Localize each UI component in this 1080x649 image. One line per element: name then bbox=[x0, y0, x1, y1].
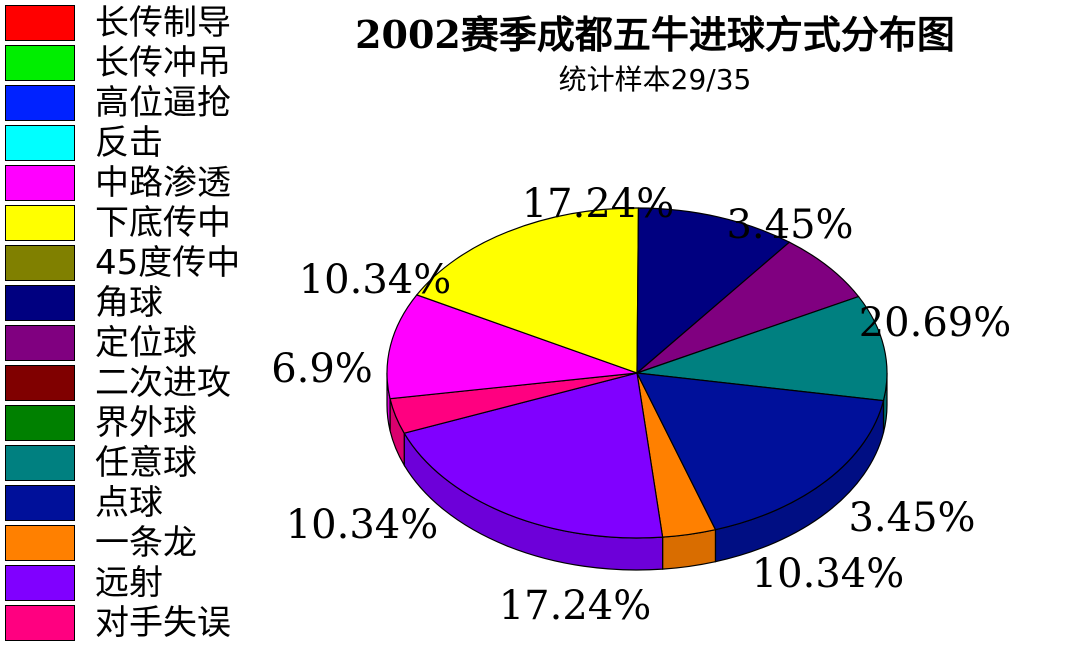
slice-label: 10.34% bbox=[286, 502, 439, 548]
legend-swatch bbox=[5, 45, 75, 81]
legend-label: 点球 bbox=[95, 483, 163, 523]
pie-slice bbox=[415, 207, 640, 374]
legend-label: 二次进攻 bbox=[95, 363, 231, 403]
slice-label: 17.24% bbox=[499, 583, 652, 629]
legend-label: 界外球 bbox=[95, 403, 197, 443]
legend-item: 反击 bbox=[5, 123, 265, 163]
legend-swatch bbox=[5, 245, 75, 281]
legend-item: 远射 bbox=[5, 563, 265, 603]
legend-label: 反击 bbox=[95, 123, 163, 163]
legend-label: 45度传中 bbox=[95, 243, 241, 283]
pie-slice bbox=[636, 295, 888, 402]
pie-slice bbox=[636, 241, 860, 374]
slice-label: 10.34% bbox=[299, 257, 452, 303]
legend-item: 任意球 bbox=[5, 443, 265, 483]
slice-label: 17.24% bbox=[522, 181, 675, 227]
legend-label: 中路渗透 bbox=[95, 163, 231, 203]
legend-swatch bbox=[5, 5, 75, 41]
legend-item: 中路渗透 bbox=[5, 163, 265, 203]
slice-label: 3.45% bbox=[848, 495, 975, 541]
legend-item: 点球 bbox=[5, 483, 265, 523]
legend-swatch bbox=[5, 85, 75, 121]
legend-label: 长传制导 bbox=[95, 3, 231, 43]
legend-item: 45度传中 bbox=[5, 243, 265, 283]
pie-slice bbox=[635, 372, 885, 531]
legend-swatch bbox=[5, 565, 75, 601]
legend-label: 任意球 bbox=[95, 443, 197, 483]
legend-item: 对手失误 bbox=[5, 603, 265, 643]
legend-swatch bbox=[5, 405, 75, 441]
legend-swatch bbox=[5, 605, 75, 641]
slice-label: 3.45% bbox=[726, 202, 853, 248]
chart-title: 2002赛季成都五牛进球方式分布图 bbox=[355, 12, 955, 57]
legend-swatch bbox=[5, 445, 75, 481]
legend-swatch bbox=[5, 285, 75, 321]
pie-slice bbox=[386, 294, 638, 400]
legend-label: 长传冲吊 bbox=[95, 43, 231, 83]
legend-swatch bbox=[5, 485, 75, 521]
legend-swatch bbox=[5, 325, 75, 361]
chart-subtitle: 统计样本29/35 bbox=[558, 63, 752, 96]
legend-swatch bbox=[5, 205, 75, 241]
slice-label: 20.69% bbox=[859, 300, 1012, 346]
legend-item: 下底传中 bbox=[5, 203, 265, 243]
legend-label: 角球 bbox=[95, 283, 163, 323]
legend-item: 角球 bbox=[5, 283, 265, 323]
legend-swatch bbox=[5, 365, 75, 401]
legend-item: 长传制导 bbox=[5, 3, 265, 43]
legend-swatch bbox=[5, 165, 75, 201]
legend-item: 界外球 bbox=[5, 403, 265, 443]
legend-item: 长传冲吊 bbox=[5, 43, 265, 83]
legend-label: 高位逼抢 bbox=[95, 83, 231, 123]
pie-slice bbox=[403, 372, 664, 539]
legend-label: 下底传中 bbox=[95, 203, 231, 243]
legend-item: 一条龙 bbox=[5, 523, 265, 563]
legend-swatch bbox=[5, 125, 75, 161]
slice-label: 10.34% bbox=[752, 551, 905, 597]
legend-swatch bbox=[5, 525, 75, 561]
legend-item: 二次进攻 bbox=[5, 363, 265, 403]
legend-label: 远射 bbox=[95, 563, 163, 603]
legend-item: 高位逼抢 bbox=[5, 83, 265, 123]
legend-label: 对手失误 bbox=[95, 603, 231, 643]
pie-slice bbox=[636, 207, 791, 375]
legend-label: 一条龙 bbox=[95, 523, 197, 563]
legend-label: 定位球 bbox=[95, 323, 197, 363]
legend-item: 定位球 bbox=[5, 323, 265, 363]
slice-label: 6.9% bbox=[271, 346, 373, 392]
